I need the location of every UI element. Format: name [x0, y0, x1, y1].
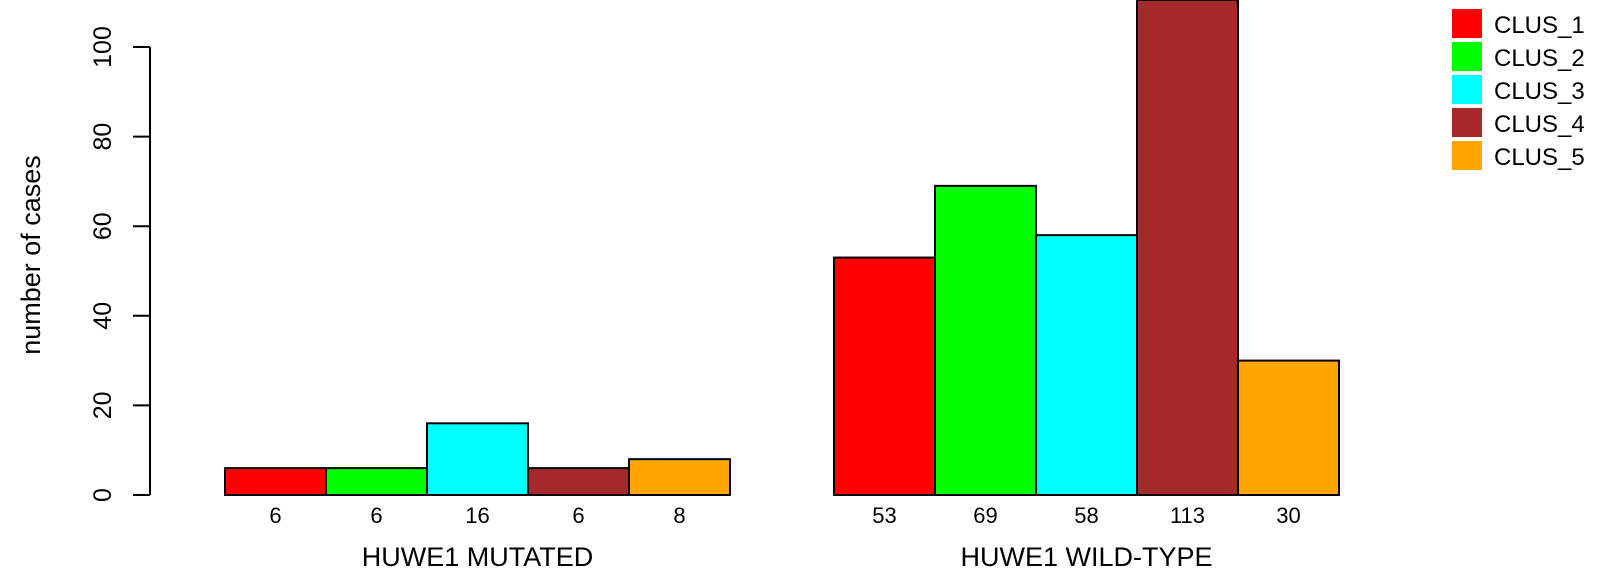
bar-clus-5-wild-type — [1237, 359, 1340, 496]
bar-value-label: 16 — [465, 503, 489, 528]
bar-clus-5-mutated — [628, 458, 731, 497]
bar-value-label: 113 — [1170, 503, 1205, 528]
legend-swatch-clus-3 — [1452, 75, 1482, 104]
bar-clus-3-wild-type — [1035, 234, 1138, 496]
bars — [224, 0, 1340, 497]
group-label: HUWE1 MUTATED — [362, 542, 594, 572]
bar-value-label: 53 — [872, 503, 896, 528]
bar-value-label: 58 — [1074, 503, 1098, 528]
y-axis-title: number of cases — [16, 155, 46, 355]
bar-value-label: 6 — [370, 503, 382, 528]
y-tick-label: 100 — [89, 26, 117, 68]
legend-swatch-clus-2 — [1452, 42, 1482, 71]
group-label: HUWE1 WILD-TYPE — [960, 542, 1212, 572]
bar-clus-1-wild-type — [833, 256, 936, 496]
group-labels: HUWE1 MUTATED HUWE1 WILD-TYPE — [362, 542, 1213, 572]
legend-label-clus-3: CLUS_3 — [1494, 78, 1585, 105]
bar-value-label: 30 — [1276, 503, 1300, 528]
bar-value-label: 6 — [572, 503, 584, 528]
bar-clus-4-mutated — [527, 467, 630, 496]
legend-label-clus-1: CLUS_1 — [1494, 12, 1585, 39]
y-tick-label: 20 — [89, 391, 117, 419]
legend-swatch-clus-4 — [1452, 108, 1482, 137]
y-tick-label: 0 — [89, 488, 117, 502]
bar-clus-2-wild-type — [934, 184, 1037, 496]
bar-clus-4-wild-type — [1136, 0, 1239, 496]
bar-value-labels: 6 6 16 6 8 53 69 58 113 30 — [269, 503, 1300, 528]
legend-label-clus-5: CLUS_5 — [1494, 144, 1585, 171]
legend-label-clus-4: CLUS_4 — [1494, 111, 1585, 138]
legend-swatch-clus-5 — [1452, 141, 1482, 170]
legend-swatch-clus-1 — [1452, 9, 1482, 38]
y-tick-label: 60 — [89, 212, 117, 240]
y-tick-label: 40 — [89, 302, 117, 330]
bar-clus-2-mutated — [325, 467, 428, 496]
bar-clus-1-mutated — [224, 467, 327, 496]
bar-value-label: 6 — [269, 503, 281, 528]
legend-label-clus-2: CLUS_2 — [1494, 45, 1585, 72]
bar-clus-3-mutated — [426, 422, 529, 497]
legend: CLUS_1 CLUS_2 CLUS_3 CLUS_4 CLUS_5 — [1452, 9, 1585, 171]
bar-value-label: 69 — [973, 503, 997, 528]
y-axis-ticks: 0 20 40 60 80 100 — [89, 26, 150, 502]
bar-value-label: 8 — [673, 503, 685, 528]
y-tick-label: 80 — [89, 123, 117, 151]
